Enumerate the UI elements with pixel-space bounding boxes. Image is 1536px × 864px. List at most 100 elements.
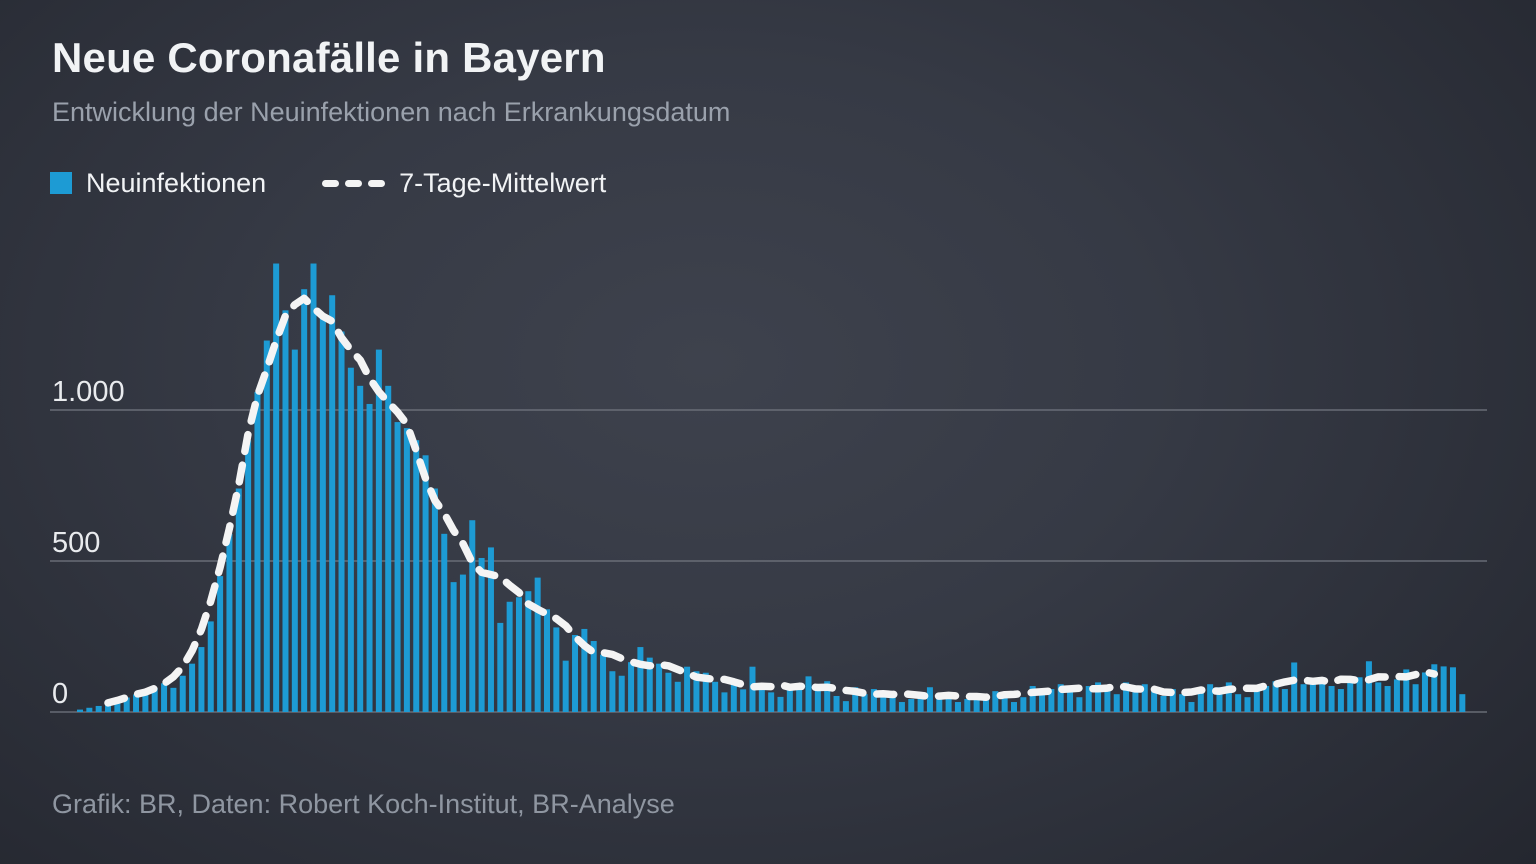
bar — [1188, 702, 1195, 712]
bar — [291, 349, 298, 712]
bar — [254, 391, 261, 712]
bar — [1272, 681, 1279, 712]
legend-bar-swatch — [50, 172, 72, 194]
bar — [1029, 686, 1036, 712]
y-axis-tick-label: 500 — [52, 527, 100, 559]
bar — [1300, 684, 1307, 712]
bar — [459, 574, 466, 712]
bar — [609, 671, 616, 712]
bar — [880, 691, 887, 712]
bar — [870, 689, 877, 712]
bar — [665, 672, 672, 712]
bar — [674, 681, 681, 712]
bar — [740, 689, 747, 712]
bar — [1197, 691, 1204, 712]
bar — [413, 440, 420, 712]
bar — [1459, 694, 1466, 712]
bar — [1440, 666, 1447, 712]
bar — [712, 681, 719, 712]
bar — [226, 533, 233, 712]
bar — [478, 557, 485, 712]
bar — [77, 709, 83, 712]
bar — [515, 597, 522, 712]
page-subtitle: Entwicklung der Neuinfektionen nach Erkr… — [52, 97, 731, 127]
bar — [105, 703, 112, 712]
bar — [1225, 682, 1232, 712]
bar — [310, 263, 317, 712]
bar — [852, 687, 859, 712]
bar — [282, 310, 289, 712]
bar — [581, 628, 588, 712]
bar — [926, 687, 933, 712]
bar — [973, 694, 980, 712]
bar — [1076, 697, 1083, 712]
bar — [1179, 694, 1186, 712]
bar — [1309, 681, 1316, 712]
page-title: Neue Coronafälle in Bayern — [52, 34, 606, 81]
bar — [1235, 694, 1242, 712]
y-axis-tick-label: 1.000 — [52, 376, 125, 408]
bar — [273, 263, 280, 712]
bar — [1048, 689, 1055, 712]
bar — [917, 692, 924, 712]
bar — [889, 694, 896, 712]
bar — [1169, 689, 1176, 712]
bar — [207, 621, 214, 712]
bar — [151, 687, 158, 712]
bar — [1095, 682, 1102, 712]
bar — [375, 349, 382, 712]
bar — [814, 684, 821, 712]
bar — [347, 367, 354, 712]
bar — [833, 695, 840, 712]
bar — [1253, 689, 1260, 712]
bar — [1244, 697, 1251, 712]
bar — [796, 684, 803, 712]
bar — [142, 692, 149, 712]
bar — [656, 663, 663, 712]
bar — [385, 385, 392, 712]
bar — [422, 455, 429, 712]
bar — [992, 691, 999, 712]
bar — [403, 428, 410, 712]
bar — [777, 696, 784, 712]
bar — [768, 692, 775, 712]
bar — [95, 705, 102, 712]
legend-label-mittelwert: 7-Tage-Mittelwert — [399, 167, 607, 198]
bar — [1216, 687, 1223, 712]
bar — [394, 422, 401, 712]
dash-icon — [345, 179, 363, 187]
bar — [235, 488, 242, 712]
bar — [1132, 687, 1139, 712]
bar — [1067, 691, 1074, 712]
bar — [133, 694, 140, 712]
bar — [189, 663, 196, 712]
bar — [525, 591, 532, 712]
bar — [936, 695, 943, 712]
bar — [758, 687, 765, 712]
bar — [1160, 695, 1167, 712]
bar — [319, 316, 326, 712]
bar — [1365, 661, 1372, 712]
bar — [1328, 686, 1335, 712]
bar — [805, 676, 812, 712]
dash-icon — [322, 179, 340, 187]
bar — [954, 702, 961, 712]
bar — [1291, 662, 1298, 712]
bar — [1104, 687, 1111, 712]
bar — [702, 672, 709, 712]
bar — [431, 488, 438, 712]
dash-icon — [368, 179, 386, 187]
bar — [1039, 692, 1046, 712]
bar — [1113, 694, 1120, 712]
bar — [824, 681, 831, 712]
bar — [898, 702, 905, 712]
bar — [1085, 686, 1092, 712]
seven-day-average-line — [104, 294, 1439, 707]
bar — [487, 547, 494, 712]
bar — [572, 634, 579, 712]
bar — [1001, 695, 1008, 712]
bar — [534, 577, 541, 712]
bar — [497, 622, 504, 712]
